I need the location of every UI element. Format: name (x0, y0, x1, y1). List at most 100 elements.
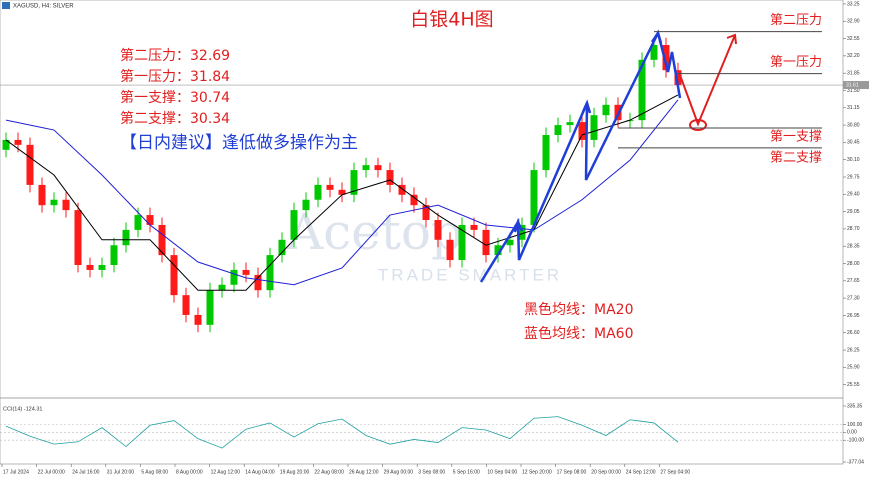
candle-body (446, 239, 454, 261)
candle-body (590, 115, 598, 140)
x-tick-label: 3 Sep 08:00 (418, 469, 445, 475)
y-tick-label: 27.30 (847, 295, 860, 301)
level-label: 第二压力 (770, 13, 822, 28)
candle-body (326, 184, 334, 190)
x-tick-label: 31 Jul 20:00 (107, 469, 134, 475)
candle-body (494, 245, 502, 256)
x-tick-label: 29 Aug 00:00 (384, 469, 414, 475)
arrow-heads (513, 30, 663, 233)
y-tick-label: 27.65 (847, 278, 860, 284)
candle-body (362, 165, 370, 171)
candle-body (518, 224, 526, 240)
candle-body (218, 284, 226, 291)
candle-body (278, 239, 286, 256)
annotations (479, 29, 737, 283)
candle-body (650, 44, 658, 60)
y-tick-label: 32.55 (847, 36, 860, 42)
y-tick-label: 29.75 (847, 174, 860, 180)
cci-tick-label: 0.00 (847, 430, 857, 436)
x-tick-label: 24 Jul 16:00 (72, 469, 99, 475)
candle-body (62, 199, 70, 211)
candle-body (566, 122, 574, 126)
y-tick-label: 31.50 (847, 88, 860, 94)
x-tick-label: 22 Aug 08:00 (314, 469, 344, 475)
x-tick-label: 5 Sep 16:00 (453, 469, 480, 475)
candle-body (638, 59, 646, 121)
candle-body (542, 134, 550, 171)
y-tick-label: 28.70 (847, 226, 860, 232)
cci-tick-label: -100.00 (847, 438, 864, 444)
y-tick-label: 30.45 (847, 140, 860, 146)
candle-body (434, 220, 442, 240)
x-tick-label: 22 Jul 00:00 (38, 469, 65, 475)
plot-frame (0, 0, 844, 465)
y-tick-label: 26.60 (847, 330, 860, 336)
x-tick-label: 10 Sep 04:00 (487, 469, 517, 475)
level-label: 第二支撑 (770, 150, 822, 165)
candle-body (2, 139, 10, 150)
cci-tick-label: 335.35 (847, 403, 863, 409)
candle-body (14, 139, 22, 145)
candle-body (338, 189, 346, 195)
y-tick-label: 33.25 (847, 1, 860, 7)
y-tick-label: 26.95 (847, 313, 860, 319)
candle-body (170, 255, 178, 296)
y-tick-label: 26.25 (847, 347, 860, 353)
level-label: 第一支撑 (770, 130, 822, 145)
x-tick-label: 14 Aug 04:00 (245, 469, 275, 475)
candle-body (602, 104, 610, 116)
candle-body (110, 245, 118, 265)
candle-body (158, 224, 166, 256)
candle-body (422, 205, 430, 221)
cci-title: CCI(14) -124.31 (3, 406, 42, 412)
candle-body (470, 224, 478, 230)
ma20-legend: 黑色均线：MA20 (524, 301, 633, 318)
x-tick-label: 12 Aug 12:00 (211, 469, 241, 475)
candle-body (674, 70, 682, 86)
candle-body (134, 215, 142, 230)
x-tick-label: 17 Jul 2024 (3, 469, 29, 475)
candle-body (86, 264, 94, 270)
x-tick-label: 19 Aug 20:00 (280, 469, 310, 475)
ma60-legend: 蓝色均线：MA60 (524, 325, 633, 342)
candle-body (254, 274, 262, 291)
forecast-arrow (679, 34, 736, 127)
x-tick-label: 8 Aug 00:00 (176, 469, 203, 475)
candle-body (530, 170, 538, 225)
candle-body (578, 122, 586, 140)
candle-body (482, 229, 490, 256)
candle-body (74, 210, 82, 265)
level-note: 第二压力：32.69 (120, 47, 230, 64)
candle-body (554, 125, 562, 135)
candle-body (350, 170, 358, 195)
candle-body (146, 215, 154, 225)
candle-body (50, 199, 58, 206)
candle-body (38, 184, 46, 206)
y-tick-label: 29.40 (847, 192, 860, 198)
cci-line (5, 416, 679, 449)
last-price-box (843, 81, 869, 90)
candle-body (302, 199, 310, 211)
candle-body (26, 144, 34, 185)
y-tick-label: 25.55 (847, 382, 860, 388)
y-tick-label: 32.90 (847, 19, 860, 25)
y-tick-label: 32.20 (847, 53, 860, 59)
candle-body (506, 239, 514, 246)
forecast-arrow-head (726, 33, 737, 45)
level-note: 第一压力：31.84 (120, 68, 230, 85)
x-tick-label: 12 Sep 20:00 (522, 469, 552, 475)
candle-body (458, 224, 466, 261)
x-tick-label: 26 Aug 12:00 (349, 469, 379, 475)
candle-body (122, 229, 130, 246)
symbol-label: XAGUSD, H4: SILVER (13, 4, 74, 10)
y-tick-label: 29.05 (847, 209, 860, 215)
candle-body (398, 184, 406, 195)
candle-body (386, 170, 394, 185)
x-tick-label: 17 Sep 08:00 (557, 469, 587, 475)
last-price-label: 31.61 (846, 82, 859, 88)
level-note: 第二支撑：30.34 (120, 110, 230, 127)
y-tick-label: 31.85 (847, 70, 860, 76)
candle-body (242, 269, 250, 275)
x-tick-label: 5 Aug 08:00 (141, 469, 168, 475)
cci-tick-label: -377.04 (847, 459, 864, 465)
